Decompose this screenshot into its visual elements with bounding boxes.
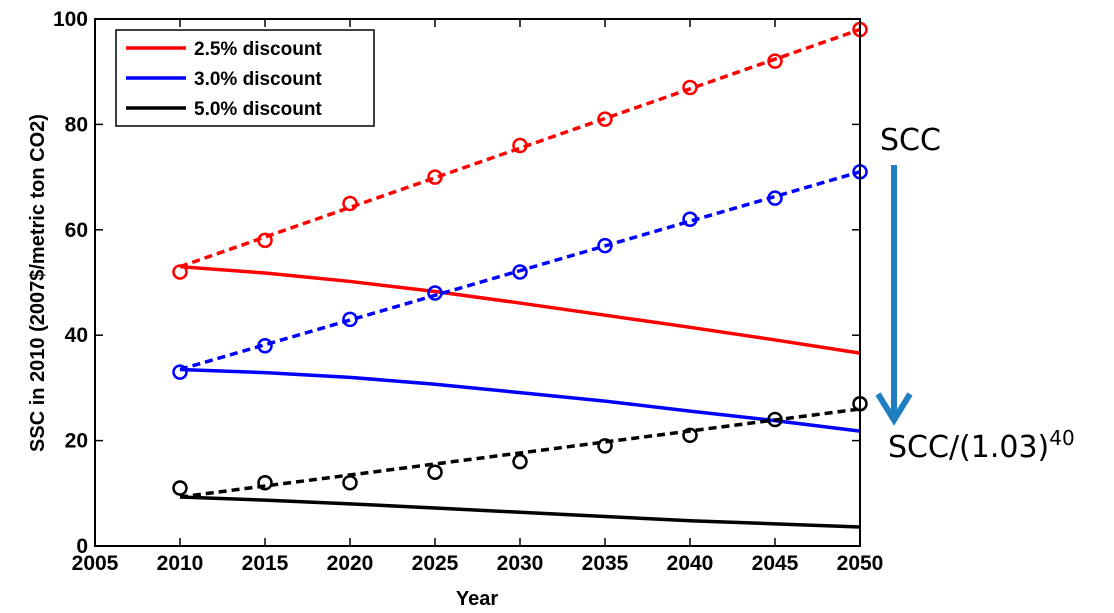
- scc-discounted-label: SCC/(1.03)40: [888, 426, 1075, 465]
- y-tick-label: 80: [65, 113, 88, 136]
- data-point: [682, 79, 698, 96]
- x-tick-label: 2045: [752, 552, 799, 575]
- data-point: [172, 264, 188, 280]
- data-point: [512, 137, 528, 154]
- x-tick-label: 2040: [667, 552, 714, 575]
- y-tick-label: 60: [65, 219, 88, 242]
- x-tick-label: 2025: [412, 552, 459, 575]
- solid-line: [179, 495, 861, 529]
- series-layer: [172, 21, 868, 529]
- data-point: [172, 364, 188, 380]
- data-point: [597, 237, 613, 254]
- data-point: [597, 438, 613, 454]
- legend-label: 3.0% discount: [194, 69, 322, 90]
- series-5-0-discount: [172, 395, 868, 529]
- data-point: [512, 453, 528, 470]
- x-tick-label: 2035: [582, 552, 629, 575]
- data-point: [427, 285, 443, 301]
- data-point: [427, 464, 443, 480]
- data-point: [427, 169, 443, 185]
- arrow-head: [875, 392, 913, 426]
- data-point: [342, 195, 358, 212]
- y-tick-label: 40: [65, 324, 88, 347]
- y-tick-label: 100: [53, 8, 88, 31]
- solid-line: [179, 264, 861, 355]
- x-tick-label: 2010: [157, 552, 204, 575]
- x-tick-label: 2020: [327, 552, 374, 575]
- data-point: [257, 337, 273, 354]
- dashed-fit-line: [179, 170, 861, 372]
- solid-line: [179, 367, 861, 433]
- legend: 2.5% discount 3.0% discount 5.0% discount: [115, 29, 375, 127]
- y-tick-label: 20: [65, 430, 88, 453]
- x-axis-title: Year: [456, 588, 498, 610]
- data-point: [342, 475, 358, 491]
- data-point: [512, 264, 528, 280]
- data-point: [257, 475, 273, 491]
- dashed-fit-line: [179, 27, 861, 269]
- dashed-fit-line: [179, 407, 861, 499]
- data-point: [767, 53, 783, 69]
- data-point: [682, 211, 698, 228]
- axes-box: [94, 18, 861, 547]
- y-tick-label: 0: [76, 535, 88, 558]
- scc-discounted-exponent: 40: [1049, 426, 1074, 450]
- x-tick-label: 2030: [497, 552, 544, 575]
- y-axis-title: SSC in 2010 (2007$/metric ton CO2): [27, 114, 49, 452]
- data-point: [597, 111, 613, 127]
- ticks-layer: 2005 2010 2015 2020 2025 2030 2035 2040 2045 2050…: [53, 8, 883, 575]
- x-tick-label: 2005: [72, 552, 119, 575]
- x-tick-label: 2015: [242, 552, 289, 575]
- x-tick-label: 2050: [837, 552, 884, 575]
- data-point: [767, 190, 783, 206]
- annotation: SCC SCC/(1.03)40: [875, 123, 1075, 465]
- data-point: [172, 480, 188, 496]
- data-point: [767, 411, 783, 428]
- scc-discounted-base: SCC/(1.03): [888, 430, 1049, 465]
- data-point: [342, 311, 358, 328]
- legend-label: 5.0% discount: [194, 99, 322, 120]
- data-point: [257, 232, 273, 249]
- scc-label: SCC: [880, 123, 941, 158]
- legend-label: 2.5% discount: [194, 39, 322, 60]
- series-3-0-discount: [172, 164, 868, 433]
- data-point: [682, 427, 698, 444]
